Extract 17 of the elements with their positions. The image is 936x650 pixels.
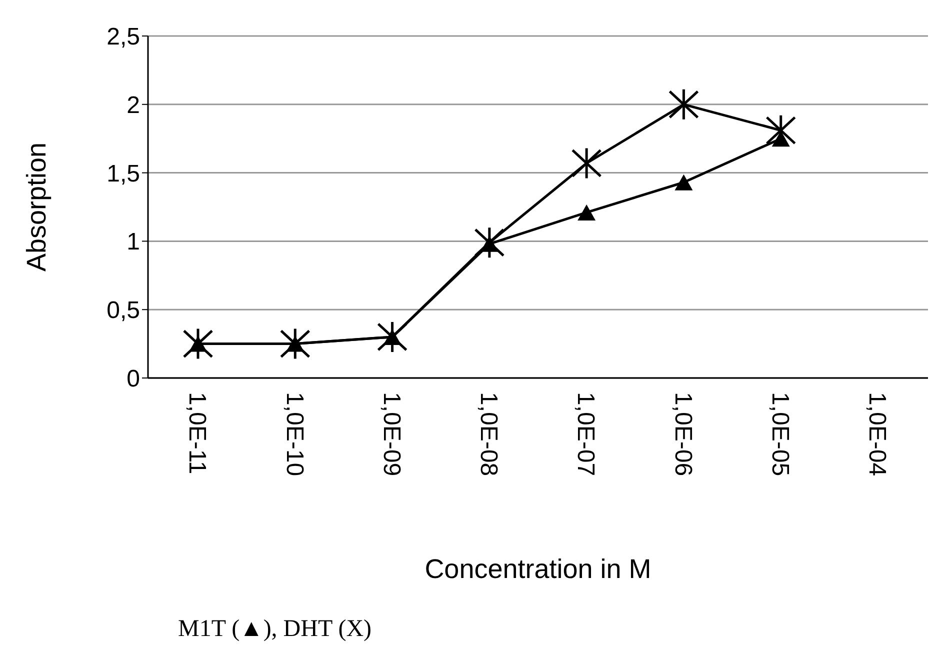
x-tick-label: 1,0E-09	[378, 392, 405, 476]
x-axis-title: Concentration in M	[424, 554, 652, 584]
x-tick-label: 1,0E-11	[184, 392, 211, 474]
y-tick-label: 0,5	[106, 297, 140, 324]
x-tick-label: 1,0E-08	[475, 392, 502, 476]
y-tick-label: 2	[126, 92, 140, 119]
y-tick-label: 0	[126, 366, 140, 393]
x-tick-label: 1,0E-07	[572, 392, 600, 476]
x-tick-label: 1,0E-04	[864, 392, 891, 476]
text: M1T (▲), DHT (X)	[178, 616, 373, 643]
y-tick-label: 1	[126, 228, 140, 256]
x-tick-label: 1,0E-05	[766, 392, 794, 476]
y-tick-label: 2,5	[106, 24, 140, 51]
y-axis-title: Absorption	[22, 142, 52, 272]
x-tick-label: 1,0E-10	[280, 392, 308, 476]
x-tick-label: 1,0E-06	[669, 392, 696, 476]
y-tick-label: 1,5	[106, 160, 140, 188]
